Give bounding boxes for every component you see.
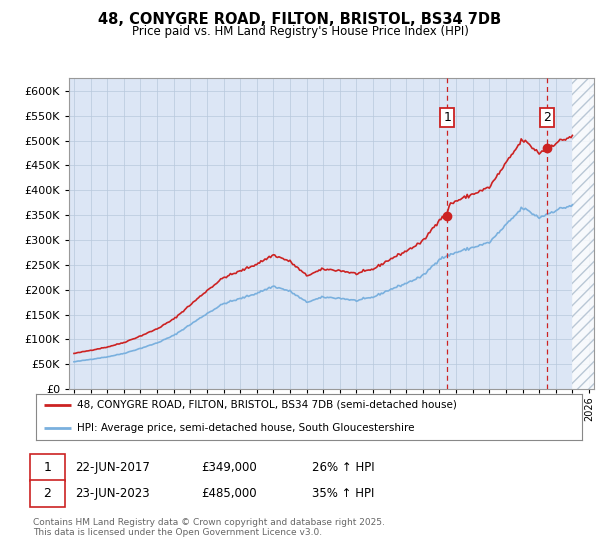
- Text: 2: 2: [543, 111, 551, 124]
- Text: 26% ↑ HPI: 26% ↑ HPI: [312, 461, 374, 474]
- Text: 1: 1: [43, 461, 52, 474]
- Text: 48, CONYGRE ROAD, FILTON, BRISTOL, BS34 7DB (semi-detached house): 48, CONYGRE ROAD, FILTON, BRISTOL, BS34 …: [77, 400, 457, 410]
- Text: £349,000: £349,000: [201, 461, 257, 474]
- Text: 1: 1: [443, 111, 451, 124]
- Text: 22-JUN-2017: 22-JUN-2017: [75, 461, 150, 474]
- Text: 2: 2: [43, 487, 52, 501]
- Text: 48, CONYGRE ROAD, FILTON, BRISTOL, BS34 7DB: 48, CONYGRE ROAD, FILTON, BRISTOL, BS34 …: [98, 12, 502, 27]
- Bar: [572, 78, 594, 389]
- Text: HPI: Average price, semi-detached house, South Gloucestershire: HPI: Average price, semi-detached house,…: [77, 423, 415, 433]
- Text: Contains HM Land Registry data © Crown copyright and database right 2025.
This d: Contains HM Land Registry data © Crown c…: [33, 518, 385, 538]
- Text: 35% ↑ HPI: 35% ↑ HPI: [312, 487, 374, 501]
- Text: £485,000: £485,000: [201, 487, 257, 501]
- Text: 23-JUN-2023: 23-JUN-2023: [75, 487, 149, 501]
- Text: Price paid vs. HM Land Registry's House Price Index (HPI): Price paid vs. HM Land Registry's House …: [131, 25, 469, 38]
